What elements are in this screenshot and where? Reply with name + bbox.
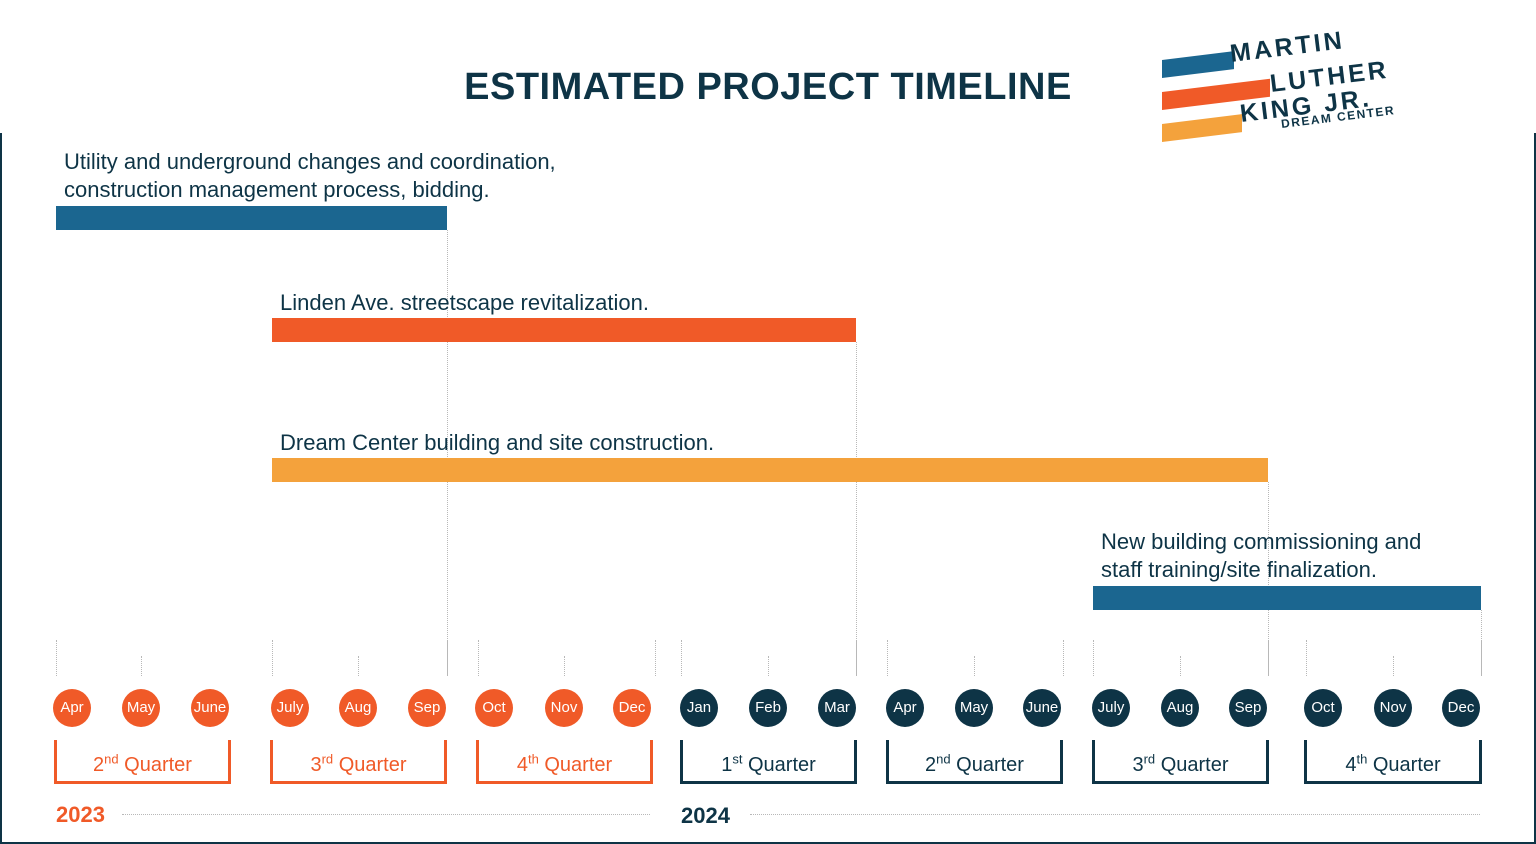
quarter-boundary-tick [1268, 640, 1269, 676]
mid-month-tick [1180, 656, 1181, 676]
quarter-boundary-tick [1306, 640, 1307, 676]
quarter-ordinal: nd [936, 751, 951, 767]
quarter-boundary-tick [478, 640, 479, 676]
quarter-ordinal: nd [104, 751, 119, 767]
quarter-bracket: 4th Quarter [1304, 740, 1482, 784]
quarter-boundary-tick [272, 640, 273, 676]
quarter-bracket: 1st Quarter [680, 740, 857, 784]
quarter-number: 2 [93, 754, 105, 776]
mid-month-tick [141, 656, 142, 676]
month-circle: July [1092, 689, 1130, 727]
timeline-connector-line [856, 342, 857, 675]
month-circle: Apr [886, 689, 924, 727]
quarter-bracket: 3rd Quarter [270, 740, 447, 784]
quarter-word: Quarter [950, 754, 1024, 776]
task-label: Dream Center building and site construct… [280, 429, 714, 457]
task-bar [272, 318, 856, 342]
month-circle: June [1023, 689, 1061, 727]
month-circle: Jan [680, 689, 718, 727]
quarter-boundary-tick [887, 640, 888, 676]
quarter-boundary-tick [655, 640, 656, 676]
quarter-bracket: 3rd Quarter [1092, 740, 1269, 784]
month-circle: Dec [1442, 689, 1480, 727]
task-label-line: Utility and underground changes and coor… [64, 149, 556, 174]
month-circle: Apr [53, 689, 91, 727]
task-bar [56, 206, 447, 230]
mid-month-tick [564, 656, 565, 676]
quarter-boundary-tick [681, 640, 682, 676]
task-label: Linden Ave. streetscape revitalization. [280, 289, 649, 317]
quarter-ordinal: rd [1143, 751, 1156, 767]
quarter-number: 2 [925, 754, 937, 776]
month-circle: May [122, 689, 160, 727]
quarter-boundary-tick [1063, 640, 1064, 676]
quarter-bracket: 4th Quarter [476, 740, 653, 784]
task-label-line: staff training/site finalization. [1101, 557, 1377, 582]
quarter-number: 4 [1345, 754, 1357, 776]
quarter-word: Quarter [1155, 754, 1229, 776]
month-circle: Nov [1374, 689, 1412, 727]
quarter-boundary-tick [1481, 640, 1482, 676]
month-circle: Sep [408, 689, 446, 727]
frame-left-border [0, 133, 2, 844]
mid-month-tick [974, 656, 975, 676]
month-circle: Aug [1161, 689, 1199, 727]
quarter-word: Quarter [118, 754, 192, 776]
quarter-ordinal: th [1356, 751, 1368, 767]
year-label-2023: 2023 [56, 802, 105, 827]
month-circle: Aug [339, 689, 377, 727]
month-circle: Oct [475, 689, 513, 727]
year-label-2024: 2024 [681, 803, 730, 828]
task-label: Utility and underground changes and coor… [64, 148, 556, 204]
quarter-word: Quarter [1367, 754, 1441, 776]
quarter-boundary-tick [856, 640, 857, 676]
task-label-line: New building commissioning and [1101, 529, 1422, 554]
quarter-number: 4 [516, 754, 528, 776]
quarter-ordinal: rd [321, 751, 334, 767]
month-circle: June [191, 689, 229, 727]
logo-stripe-amber [1162, 114, 1242, 142]
month-circle: Dec [613, 689, 651, 727]
month-circle: Feb [749, 689, 787, 727]
mid-month-tick [1393, 656, 1394, 676]
quarter-boundary-tick [1093, 640, 1094, 676]
year-divider-2024 [750, 814, 1480, 815]
mid-month-tick [768, 656, 769, 676]
logo-stripe-blue [1162, 51, 1234, 78]
quarter-bracket: 2nd Quarter [886, 740, 1063, 784]
task-bar [1093, 586, 1481, 610]
task-label: New building commissioning and staff trai… [1101, 528, 1421, 584]
timeline-connector-line [447, 230, 448, 675]
task-bar [272, 458, 1268, 482]
page-title: ESTIMATED PROJECT TIMELINE [464, 66, 1072, 108]
mlk-dream-center-logo: MARTIN LUTHER KING JR. DREAM CENTER [1158, 20, 1418, 142]
frame-right-border [1534, 133, 1536, 844]
frame-bottom-border [0, 842, 1536, 844]
quarter-boundary-tick [447, 640, 448, 676]
month-circle: May [955, 689, 993, 727]
task-label-line: construction management process, bidding… [64, 177, 490, 202]
quarter-word: Quarter [538, 754, 613, 776]
month-circle: July [271, 689, 309, 727]
quarter-number: 3 [310, 754, 322, 776]
quarter-number: 1 [721, 754, 733, 776]
month-circle: Oct [1304, 689, 1342, 727]
year-divider-2023 [122, 814, 650, 815]
quarter-word: Quarter [333, 754, 407, 776]
quarter-word: Quarter [742, 754, 816, 776]
task-label-line: Dream Center building and site construct… [280, 430, 715, 455]
quarter-bracket: 2nd Quarter [54, 740, 231, 784]
quarter-ordinal: th [527, 751, 539, 767]
task-label-line: Linden Ave. streetscape revitalization. [280, 290, 649, 315]
quarter-boundary-tick [56, 640, 57, 676]
month-circle: Mar [818, 689, 856, 727]
mid-month-tick [358, 656, 359, 676]
timeline-connector-line [1268, 482, 1269, 675]
quarter-ordinal: st [732, 751, 743, 767]
month-circle: Nov [545, 689, 583, 727]
quarter-number: 3 [1132, 754, 1144, 776]
month-circle: Sep [1229, 689, 1267, 727]
